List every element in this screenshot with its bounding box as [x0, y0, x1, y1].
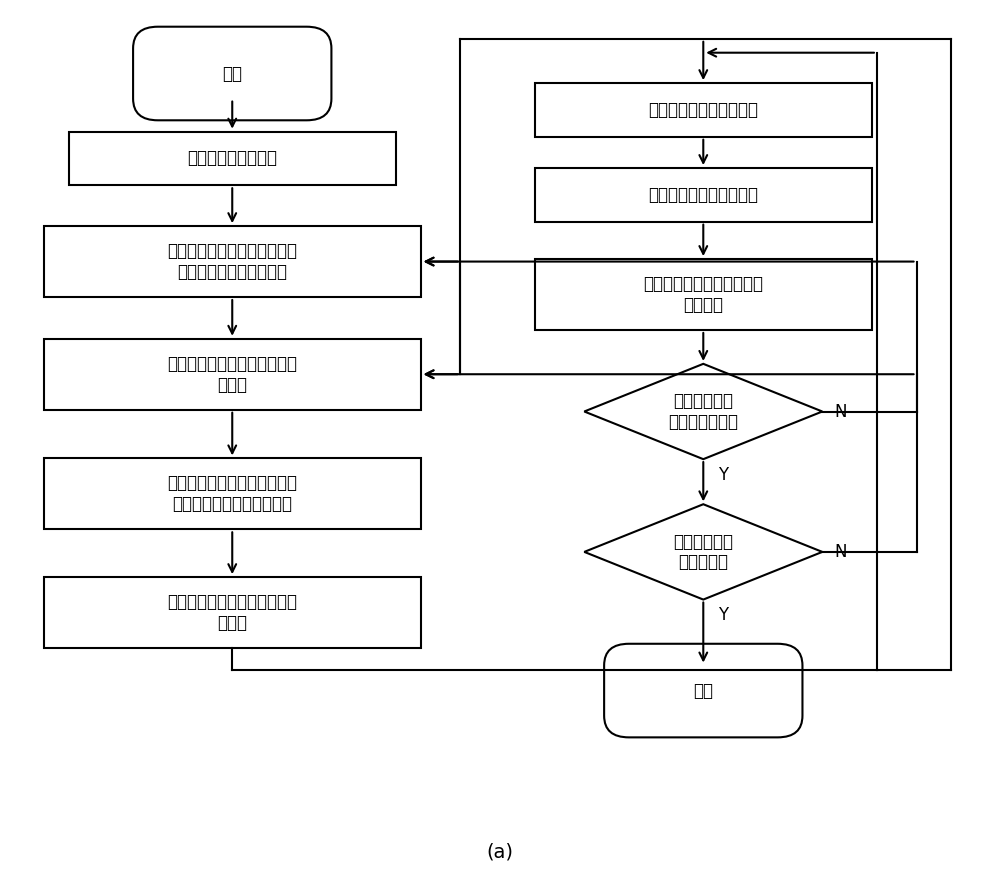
Text: 结束: 结束 — [693, 682, 713, 700]
Text: 采用梯度下降法训练网络: 采用梯度下降法训练网络 — [648, 186, 758, 204]
Bar — [535, 83, 872, 136]
Text: Y: Y — [718, 606, 728, 624]
FancyBboxPatch shape — [604, 644, 802, 738]
Text: 仿真获得下一步状态向量和即
时奖励: 仿真获得下一步状态向量和即 时奖励 — [167, 593, 297, 632]
Text: N: N — [834, 542, 846, 561]
Polygon shape — [584, 364, 822, 459]
Text: Y: Y — [718, 466, 728, 484]
Bar — [69, 131, 396, 186]
Text: 构建机械臂仿真环境: 构建机械臂仿真环境 — [187, 150, 277, 167]
Bar — [535, 168, 872, 221]
Polygon shape — [584, 504, 822, 599]
FancyBboxPatch shape — [133, 27, 331, 120]
Text: 初始化仿真环境并初始化机械
臂状态: 初始化仿真环境并初始化机械 臂状态 — [167, 355, 297, 394]
Bar — [44, 226, 421, 298]
Bar — [44, 577, 421, 648]
Text: 更新当前状态向量和前一步
动作向量: 更新当前状态向量和前一步 动作向量 — [643, 275, 763, 314]
Text: 构建样本存入训练样本库: 构建样本存入训练样本库 — [648, 101, 758, 119]
Bar — [44, 339, 421, 410]
Text: 构建带有速度平滑的确定性策
略梯度网络并初始化参数: 构建带有速度平滑的确定性策 略梯度网络并初始化参数 — [167, 242, 297, 281]
Bar — [535, 259, 872, 330]
Text: 是否达到最大
仿真次数？: 是否达到最大 仿真次数？ — [673, 533, 733, 571]
Text: 输入当前状态向量和前一步动
作向量，输出当前动作向量: 输入当前状态向量和前一步动 作向量，输出当前动作向量 — [167, 474, 297, 514]
Text: (a): (a) — [487, 843, 514, 861]
Text: N: N — [834, 402, 846, 421]
Text: 是否达到单次
仿真最大步数？: 是否达到单次 仿真最大步数？ — [668, 392, 738, 430]
Bar — [44, 458, 421, 529]
Text: 开始: 开始 — [222, 65, 242, 82]
